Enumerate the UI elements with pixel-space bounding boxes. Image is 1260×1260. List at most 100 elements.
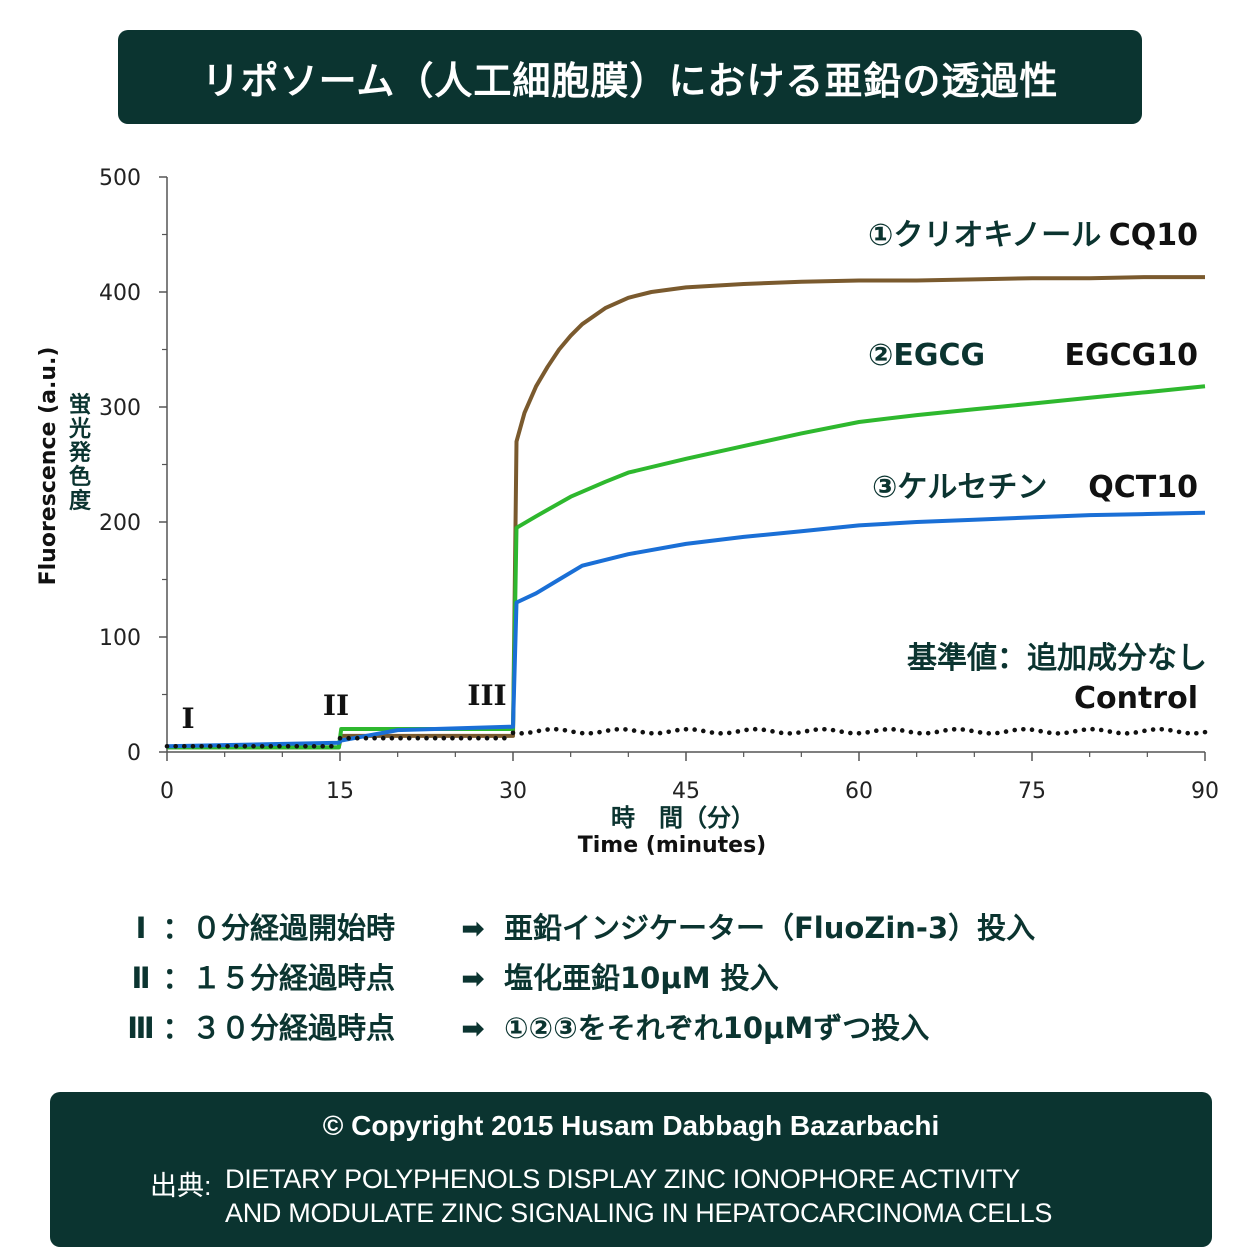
- y-tick-label: 100: [99, 626, 141, 651]
- control-point: [770, 729, 775, 734]
- control-point: [995, 730, 1000, 736]
- y-axis-title-jp-char: 光: [68, 417, 91, 442]
- control-point: [545, 727, 550, 732]
- control-point: [726, 730, 732, 736]
- control-point: [891, 727, 896, 732]
- control-point: [320, 743, 326, 749]
- control-point: [242, 743, 248, 749]
- control-point: [303, 743, 308, 749]
- legend-condition: ３０分経過時点: [192, 1011, 396, 1045]
- control-point: [450, 735, 455, 741]
- source-citation-line1: DIETARY POLYPHENOLS DISPLAY ZINC IONOPHO…: [225, 1164, 1020, 1194]
- control-point: [692, 727, 697, 732]
- control-point: [822, 726, 827, 732]
- control-point: [1021, 726, 1026, 732]
- control-point: [856, 731, 862, 736]
- series-line-egcg10: [167, 384, 1206, 750]
- control-point: [562, 727, 568, 733]
- control-point: [839, 729, 844, 735]
- control-point: [796, 730, 801, 735]
- legend-separator: ：: [162, 911, 192, 945]
- series-label: CQ10: [1109, 218, 1198, 253]
- control-point: [441, 735, 447, 741]
- x-tick-label: 60: [845, 779, 873, 804]
- control-point: [510, 730, 516, 736]
- control-point: [233, 743, 239, 749]
- y-axis-title-jp-char: 色: [69, 464, 91, 490]
- control-point: [553, 726, 559, 732]
- control-point: [311, 743, 317, 749]
- control-point: [1090, 726, 1095, 732]
- control-point: [285, 743, 291, 749]
- control-point: [528, 730, 533, 735]
- step-annotation: III: [467, 679, 506, 712]
- control-point: [251, 743, 256, 749]
- x-axis-title-jp: 時 間（分）: [611, 804, 755, 832]
- control-point: [666, 729, 671, 735]
- control-point: [164, 743, 170, 749]
- control-point: [986, 731, 992, 736]
- control-point: [225, 743, 230, 749]
- control-point: [675, 727, 680, 733]
- y-axis-title-jp-char: 蛍: [69, 392, 91, 418]
- control-point: [1150, 727, 1156, 732]
- step-annotation: II: [323, 689, 349, 722]
- control-point: [476, 735, 481, 741]
- y-axis-title: Fluorescence (a.u.): [36, 347, 61, 586]
- legend-row: Ⅲ ：３０分経過時点 ➡ ①②③をそれぞれ10μMずつ投入: [120, 1005, 929, 1047]
- control-point: [484, 735, 490, 741]
- control-point: [1124, 731, 1130, 736]
- control-point: [1176, 729, 1182, 735]
- control-point: [631, 728, 637, 733]
- control-point: [268, 743, 274, 749]
- copyright-text: © Copyright 2015 Husam Dabbagh Bazarbach…: [322, 1110, 940, 1141]
- y-tick-label: 400: [99, 281, 141, 306]
- control-point: [432, 735, 438, 741]
- control-point: [1047, 730, 1052, 736]
- page-title: リポソーム（人工細胞膜）における亜鉛の透過性: [201, 58, 1059, 103]
- control-point: [1142, 728, 1147, 734]
- x-tick-label: 30: [499, 779, 527, 804]
- legend-row: Ⅱ ：１５分経過時点 ➡ 塩化亜鉛10μM 投入: [120, 955, 778, 997]
- y-axis-title-jp-char: 度: [69, 488, 92, 514]
- control-point: [277, 743, 282, 749]
- x-tick-label: 75: [1018, 779, 1046, 804]
- x-tick-label: 45: [672, 779, 700, 804]
- control-point: [519, 731, 524, 736]
- control-point: [735, 729, 741, 734]
- control-point: [1072, 728, 1078, 734]
- y-axis-title-jp-char: 発: [68, 441, 92, 466]
- chart: 0 100 200 300 400 500 0 15 30 45 60 75 90 時 間（分）Time …: [36, 166, 1219, 858]
- control-point: [709, 730, 715, 735]
- control-point: [458, 735, 464, 741]
- control-point: [744, 727, 749, 733]
- legend-row: Ⅰ ：０分経過開始時 ➡ 亜鉛インジケーター（FluoZin-3）投入: [120, 905, 1036, 947]
- control-point: [1029, 727, 1035, 733]
- control-point: [683, 726, 689, 732]
- control-point: [614, 727, 620, 732]
- series-label-jp: 基準値：追加成分なし: [907, 641, 1207, 676]
- control-point: [1012, 727, 1017, 733]
- title-banner: リポソーム（人工細胞膜）における亜鉛の透過性: [118, 30, 1142, 124]
- control-point: [1098, 727, 1104, 733]
- control-point: [389, 735, 395, 741]
- control-point: [1168, 728, 1173, 733]
- control-point: [899, 728, 905, 733]
- legend-action: ①②③をそれぞれ10μMずつ投入: [504, 1011, 930, 1045]
- control-point: [865, 730, 870, 735]
- series-line-qct10: [166, 510, 1206, 749]
- legend-condition: １５分経過時点: [192, 961, 396, 995]
- control-point: [1116, 730, 1121, 736]
- series-label-jp: ②EGCG: [868, 338, 985, 373]
- control-point: [1194, 730, 1199, 736]
- control-point: [372, 735, 377, 741]
- legend-step-number: Ⅰ: [135, 911, 147, 945]
- control-point: [1003, 729, 1009, 734]
- control-point: [536, 728, 542, 734]
- y-tick-label: 500: [99, 166, 141, 191]
- legend-action: 亜鉛インジケーター（FluoZin-3）投入: [504, 911, 1036, 945]
- control-point: [778, 730, 784, 736]
- series-label: Control: [1074, 681, 1198, 716]
- control-point: [934, 729, 940, 735]
- control-point: [424, 735, 429, 741]
